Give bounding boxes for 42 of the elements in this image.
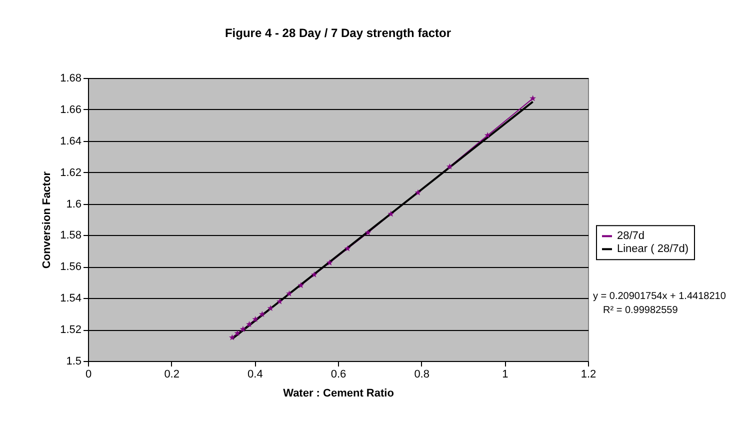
y-tick-label: 1.56 — [60, 261, 82, 274]
x-tick-label: 1.2 — [580, 368, 596, 380]
y-tick-label: 1.6 — [66, 198, 82, 210]
point — [484, 132, 491, 138]
x-tick-label: 0.6 — [330, 368, 346, 380]
point — [228, 334, 236, 340]
text: R² = 0.99982559 — [603, 304, 678, 316]
y-tick-label: 1.58 — [60, 230, 82, 242]
point — [240, 326, 246, 332]
point — [276, 298, 283, 304]
legend-label: 28/7d — [617, 230, 645, 242]
legend-label: Linear ( 28/7d) — [617, 243, 689, 256]
y-tick-label: 1.52 — [60, 324, 82, 336]
point — [364, 229, 372, 236]
point — [258, 310, 266, 318]
point — [344, 245, 351, 252]
y-axis-title: Conversion Factor — [41, 170, 54, 269]
point — [446, 163, 453, 170]
point — [267, 304, 274, 312]
point — [298, 282, 304, 288]
point — [286, 290, 292, 296]
point — [326, 259, 333, 266]
x-tick-label: 0.2 — [164, 368, 180, 380]
point — [234, 330, 241, 336]
text: y = 0.20901754x + 1.4418210 — [593, 290, 726, 302]
point — [388, 210, 394, 217]
y-tick-label: 1.54 — [60, 292, 82, 305]
y-tick-label: 1.64 — [60, 135, 82, 148]
chart-title: Figure 4 - 28 Day / 7 Day strength factor — [224, 26, 452, 40]
y-tick-label: 1.62 — [60, 166, 82, 179]
y-tick-label: 1.68 — [60, 72, 82, 84]
point — [311, 271, 318, 278]
x-tick-label: 1 — [502, 368, 508, 380]
x-tick-label: 0.4 — [248, 368, 263, 380]
point — [252, 316, 259, 322]
y-tick-label: 1.66 — [60, 104, 82, 116]
x-axis-title: Water : Cement Ratio — [283, 388, 394, 400]
x-tick-label: 0.8 — [414, 368, 430, 380]
point — [530, 95, 536, 102]
x-tick-label: 0 — [85, 368, 92, 380]
point — [414, 189, 422, 196]
y-tick-label: 1.5 — [66, 356, 82, 368]
